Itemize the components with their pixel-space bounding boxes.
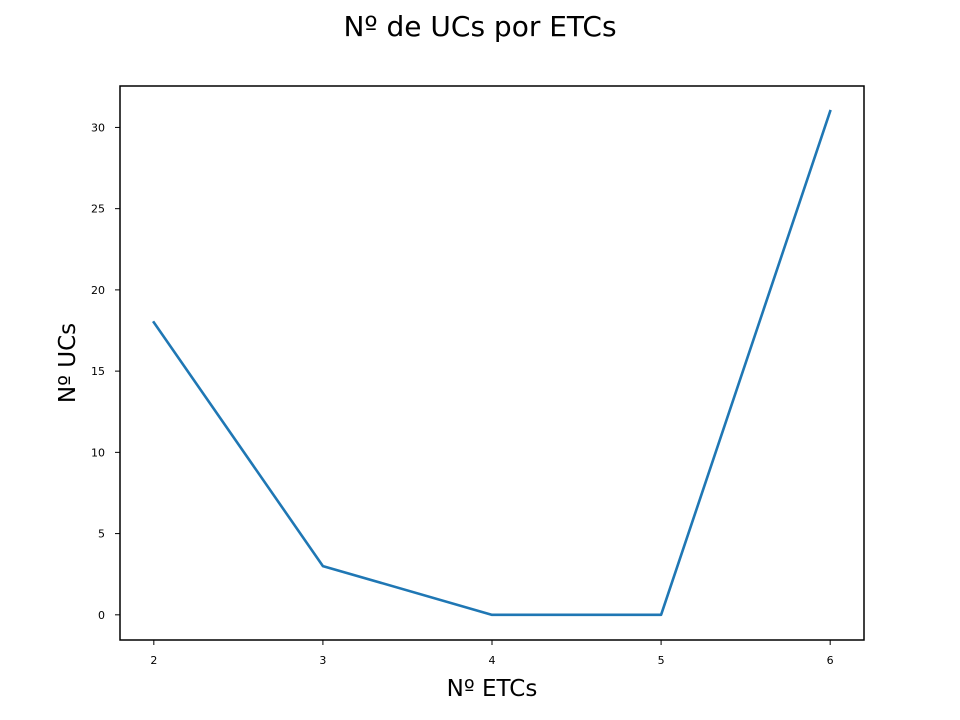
y-tick-label: 10 [91,446,105,459]
y-tick-label: 5 [98,528,105,541]
series-group [152,109,832,617]
chart-title: Nº de UCs por ETCs [343,10,616,43]
x-tick-label: 6 [827,654,834,667]
y-tick-label: 30 [91,121,105,134]
plot-frame [119,85,865,641]
x-tick-label: 2 [150,654,157,667]
x-tick-label: 3 [319,654,326,667]
x-tick-label: 4 [489,654,496,667]
x-tick-label: 5 [658,654,665,667]
y-tick-label: 25 [91,203,105,216]
y-tick-label: 0 [98,609,105,622]
y-tick-label: 15 [91,365,105,378]
x-axis: 2 3 4 5 6 [150,640,834,667]
series-line [152,109,832,617]
x-axis-label: Nº ETCs [447,676,538,702]
y-axis: 0 5 10 15 20 25 30 [91,121,120,622]
y-axis-label: Nº UCs [55,323,81,403]
y-tick-label: 20 [91,284,105,297]
